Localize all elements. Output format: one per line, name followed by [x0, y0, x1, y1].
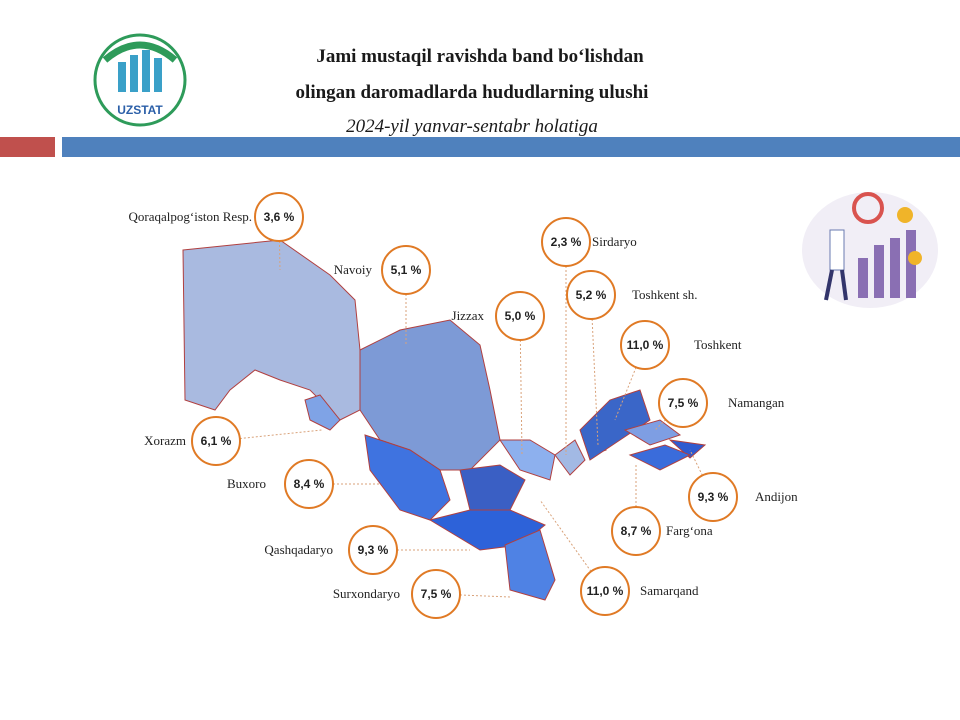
share-label: 8,7 % — [621, 524, 652, 538]
region-name: Samarqand — [640, 583, 699, 598]
red-bar — [0, 137, 55, 157]
region-name: Navoiy — [334, 262, 373, 277]
share-label: 7,5 % — [668, 396, 699, 410]
share-label: 11,0 % — [587, 584, 624, 598]
region-name: Buxoro — [227, 476, 266, 491]
share-label: 5,1 % — [391, 263, 422, 277]
share-label: 9,3 % — [358, 543, 389, 557]
region-name: Qashqadaryo — [264, 542, 333, 557]
share-label: 9,3 % — [698, 490, 729, 504]
share-circle — [495, 291, 545, 341]
region-name: Xorazm — [144, 433, 186, 448]
blue-bar — [62, 137, 960, 157]
share-label: 2,3 % — [551, 235, 582, 249]
region-name: Andijon — [755, 489, 798, 504]
region-shape — [459, 464, 526, 511]
share-circle — [348, 525, 398, 575]
region-name: Toshkent — [694, 337, 742, 352]
share-circle — [688, 472, 738, 522]
share-circle — [611, 506, 661, 556]
region-name: Farg‘ona — [666, 523, 713, 538]
share-label: 3,6 % — [264, 210, 295, 224]
leader-line — [590, 294, 599, 446]
subtitle: 2024-yil yanvar-sentabr holatiga — [346, 116, 598, 137]
title: Jami mustaqil ravishda band bo‘lishdan — [316, 46, 644, 67]
region-shape — [504, 529, 556, 601]
logo-text: UZSTAT — [117, 103, 163, 117]
share-label: 8,4 % — [294, 477, 325, 491]
leader-line — [539, 499, 606, 592]
region-shape — [364, 434, 451, 521]
share-circle — [191, 416, 241, 466]
region-name: Toshkent sh. — [632, 287, 698, 302]
region-shape — [623, 419, 682, 446]
region-name: Sirdaryo — [592, 234, 637, 249]
region-shape — [499, 439, 556, 481]
share-circle — [411, 569, 461, 619]
leader-line — [654, 402, 684, 431]
leader-line — [519, 315, 523, 456]
region-name: Surxondaryo — [333, 586, 400, 601]
share-label: 11,0 % — [627, 338, 664, 352]
logo: UZSTAT — [93, 33, 187, 127]
region-name: Qoraqalpog‘iston Resp. — [129, 209, 252, 224]
share-circle — [566, 270, 616, 320]
share-label: 5,2 % — [576, 288, 607, 302]
region-name: Namangan — [728, 395, 785, 410]
region-shape — [304, 394, 341, 431]
region-shape — [359, 319, 501, 471]
region-name: Jizzax — [452, 308, 485, 323]
share-circle — [284, 459, 334, 509]
share-circle — [254, 192, 304, 242]
region-shape — [579, 389, 651, 461]
share-label: 6,1 % — [201, 434, 232, 448]
region-shape — [628, 444, 692, 471]
region-shape — [554, 439, 586, 476]
title: olingan daromadlarda hududlarning ulushi — [296, 82, 649, 103]
share-circle — [620, 320, 670, 370]
share-label: 7,5 % — [421, 587, 452, 601]
share-circle — [541, 217, 591, 267]
share-circle — [381, 245, 431, 295]
region-shape — [668, 439, 707, 459]
map — [182, 239, 707, 601]
share-label: 5,0 % — [505, 309, 536, 323]
share-circle — [580, 566, 630, 616]
illustration — [802, 192, 938, 308]
share-circle — [658, 378, 708, 428]
